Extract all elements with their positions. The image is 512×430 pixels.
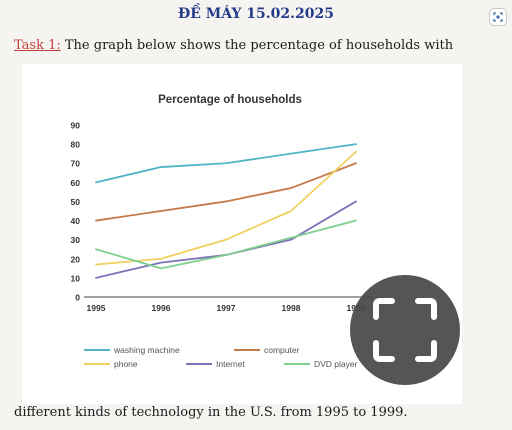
y-tick-label: 70: [71, 159, 81, 169]
legend-label: computer: [264, 345, 300, 355]
document-heading: ĐỀ MÁY 15.02.2025: [178, 6, 334, 22]
legend-label: phone: [114, 359, 138, 369]
x-tick-label: 1998: [282, 303, 301, 313]
task-label: Task 1:: [14, 38, 61, 53]
series-line: [95, 162, 357, 222]
x-tick-label: 1996: [152, 303, 171, 313]
task-text: The graph below shows the percentage of …: [60, 38, 454, 53]
series-line: [95, 143, 357, 184]
y-tick-label: 30: [71, 235, 81, 245]
series-line: [95, 150, 357, 266]
y-tick-label: 90: [71, 121, 81, 131]
task-line: Task 1: The graph below shows the percen…: [14, 38, 504, 53]
y-tick-label: 60: [71, 178, 81, 188]
y-tick-label: 40: [71, 216, 81, 226]
legend-label: washing machine: [113, 345, 180, 355]
x-tick-label: 1997: [217, 303, 236, 313]
y-tick-label: 0: [75, 293, 80, 303]
line-chart: Percentage of households 0 10 20 30 40 50 60 70…: [71, 94, 372, 369]
series-line: [95, 219, 357, 270]
chart-title: Percentage of households: [158, 94, 302, 106]
legend-label: Internet: [216, 359, 245, 369]
chart-panel: Percentage of households 0 10 20 30 40 50 60 70…: [22, 64, 462, 404]
y-tick-label: 50: [71, 197, 81, 207]
fullscreen-icon: [373, 298, 437, 362]
scan-icon[interactable]: [489, 8, 507, 26]
legend-label: DVD player: [314, 359, 358, 369]
y-tick-label: 80: [71, 140, 81, 150]
footer-text: different kinds of technology in the U.S…: [14, 405, 408, 420]
y-tick-label: 20: [71, 254, 81, 264]
fullscreen-button[interactable]: [350, 275, 460, 385]
x-tick-label: 1995: [87, 303, 106, 313]
y-tick-label: 10: [71, 273, 81, 283]
